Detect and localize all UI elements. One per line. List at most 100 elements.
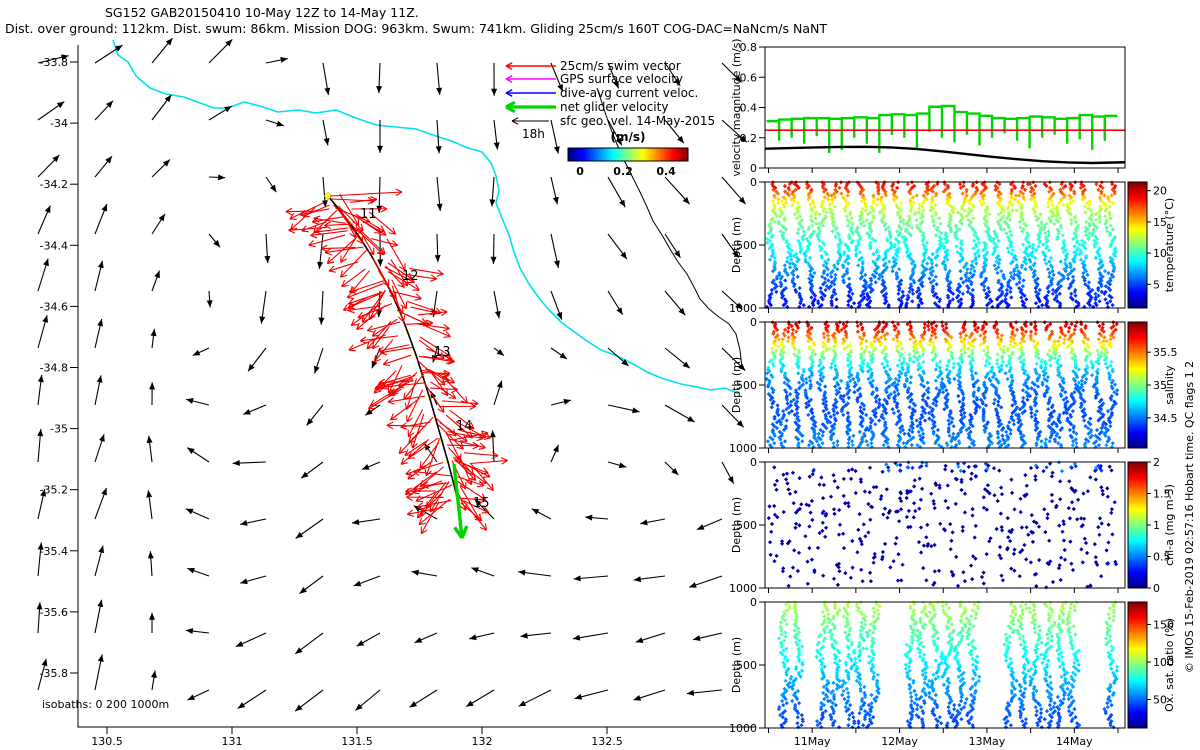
temperature-markers [765,238,1118,255]
arrow-head [616,307,623,315]
swim-vector [359,229,386,255]
arrow-barb [448,397,456,399]
arrow-head [496,380,503,389]
swim-vector [352,214,382,234]
swim-vector [406,389,424,423]
arrow-head [186,398,194,404]
arrow-head [150,670,157,678]
arrow-barb [505,89,513,94]
arrow-barb [443,369,451,375]
arrow-head [474,499,482,507]
arrow-head [235,641,244,647]
arrow-barb [288,229,296,234]
arrow-barb [484,506,490,513]
arrow-head [97,599,104,608]
oxygen-cbtick-label: 100 [1153,656,1174,669]
arrow-barb [479,499,487,504]
arrow-barb [400,304,407,310]
arrow-barb [412,492,420,495]
swim-vector [418,498,451,526]
arrow-barb [368,315,376,321]
arrow-head [313,365,320,374]
swim-vector [404,438,430,456]
arrow-barb [405,487,412,492]
arrow-head [678,307,686,316]
arrow-barb [308,239,315,246]
arrow-barb [425,319,431,326]
arrow-barb [313,217,320,224]
arrow-head [40,489,47,497]
swim-vector [407,408,424,438]
arrow-barb [373,355,377,363]
chl-ytick-label: 500 [736,519,757,532]
arrow-barb [367,196,375,202]
arrow-barb [366,341,370,350]
swim-vector [409,267,444,275]
glider-track [327,195,461,509]
coastline [112,39,740,395]
arrow-barb [479,495,487,501]
map-panel: -33.8 -34 -34.2 -34.4 -34.6 -34.8 -35 -35.2 -35.… [36,37,755,748]
swim-vector [321,247,356,250]
oxygen-colorbar [1127,601,1148,729]
chl-cbtick-label: 2 [1153,456,1160,469]
arrow-barb [483,437,491,440]
arrow-barb [407,513,415,517]
arrow-barb [285,207,293,213]
chl-cbtick-label: 0.5 [1153,551,1171,564]
arrow-barb [451,385,458,391]
arrow-head [44,205,51,214]
arrow-head [430,391,437,399]
swim-vector [377,344,410,352]
arrow-barb [348,349,356,352]
arrow-barb [484,523,488,531]
temperature-markers [772,193,1111,200]
arrow-barb [417,506,425,510]
salinity-markers [772,354,1089,363]
swim-vector [407,506,444,515]
arrow-barb [407,477,415,480]
temperature-cbtick-label: 20 [1153,185,1167,198]
swim-vector [349,280,385,293]
oxygen-markers [780,676,1117,700]
swim-vector [403,373,425,400]
swim-vector [459,497,487,501]
isobaths-note: isobaths: 0 200 1000m [42,698,169,711]
arrow-barb [491,455,499,460]
arrow-barb [378,378,386,384]
swim-vector [411,413,425,449]
temperature-markers [770,180,1115,192]
arrow-barb [340,258,348,263]
arrow-head [52,155,60,163]
swim-vector [412,480,443,494]
arrow-barb [340,274,348,278]
track-start-marker [323,191,333,201]
arrow-head [689,582,697,588]
swim-vector [299,208,330,216]
arrow-head [490,256,497,264]
arrow-barb [482,476,487,484]
arrow-barb [381,387,389,390]
salinity-markers [805,320,1100,325]
arrow-head [56,101,65,109]
arrow-barb [434,312,442,315]
arrow-barb [369,399,375,407]
arrow-barb [417,514,425,519]
arrow-head [436,87,443,95]
arrow-barb [326,256,331,264]
arrow-barb [437,357,445,360]
map-ytick-label: -35.2 [40,484,68,497]
arrow-barb [404,454,412,456]
geo-velocity-field [36,37,748,712]
swim-vector [390,259,408,287]
arrow-head [187,567,195,574]
arrow-barb [310,234,318,239]
arrow-barb [431,307,438,314]
swim-vector [380,346,414,354]
arrow-barb [351,323,359,326]
arrow-head [682,196,690,205]
arrow-barb [391,392,399,396]
arrow-barb [477,485,485,488]
arrow-barb [415,284,420,291]
swim-vector [350,270,371,294]
